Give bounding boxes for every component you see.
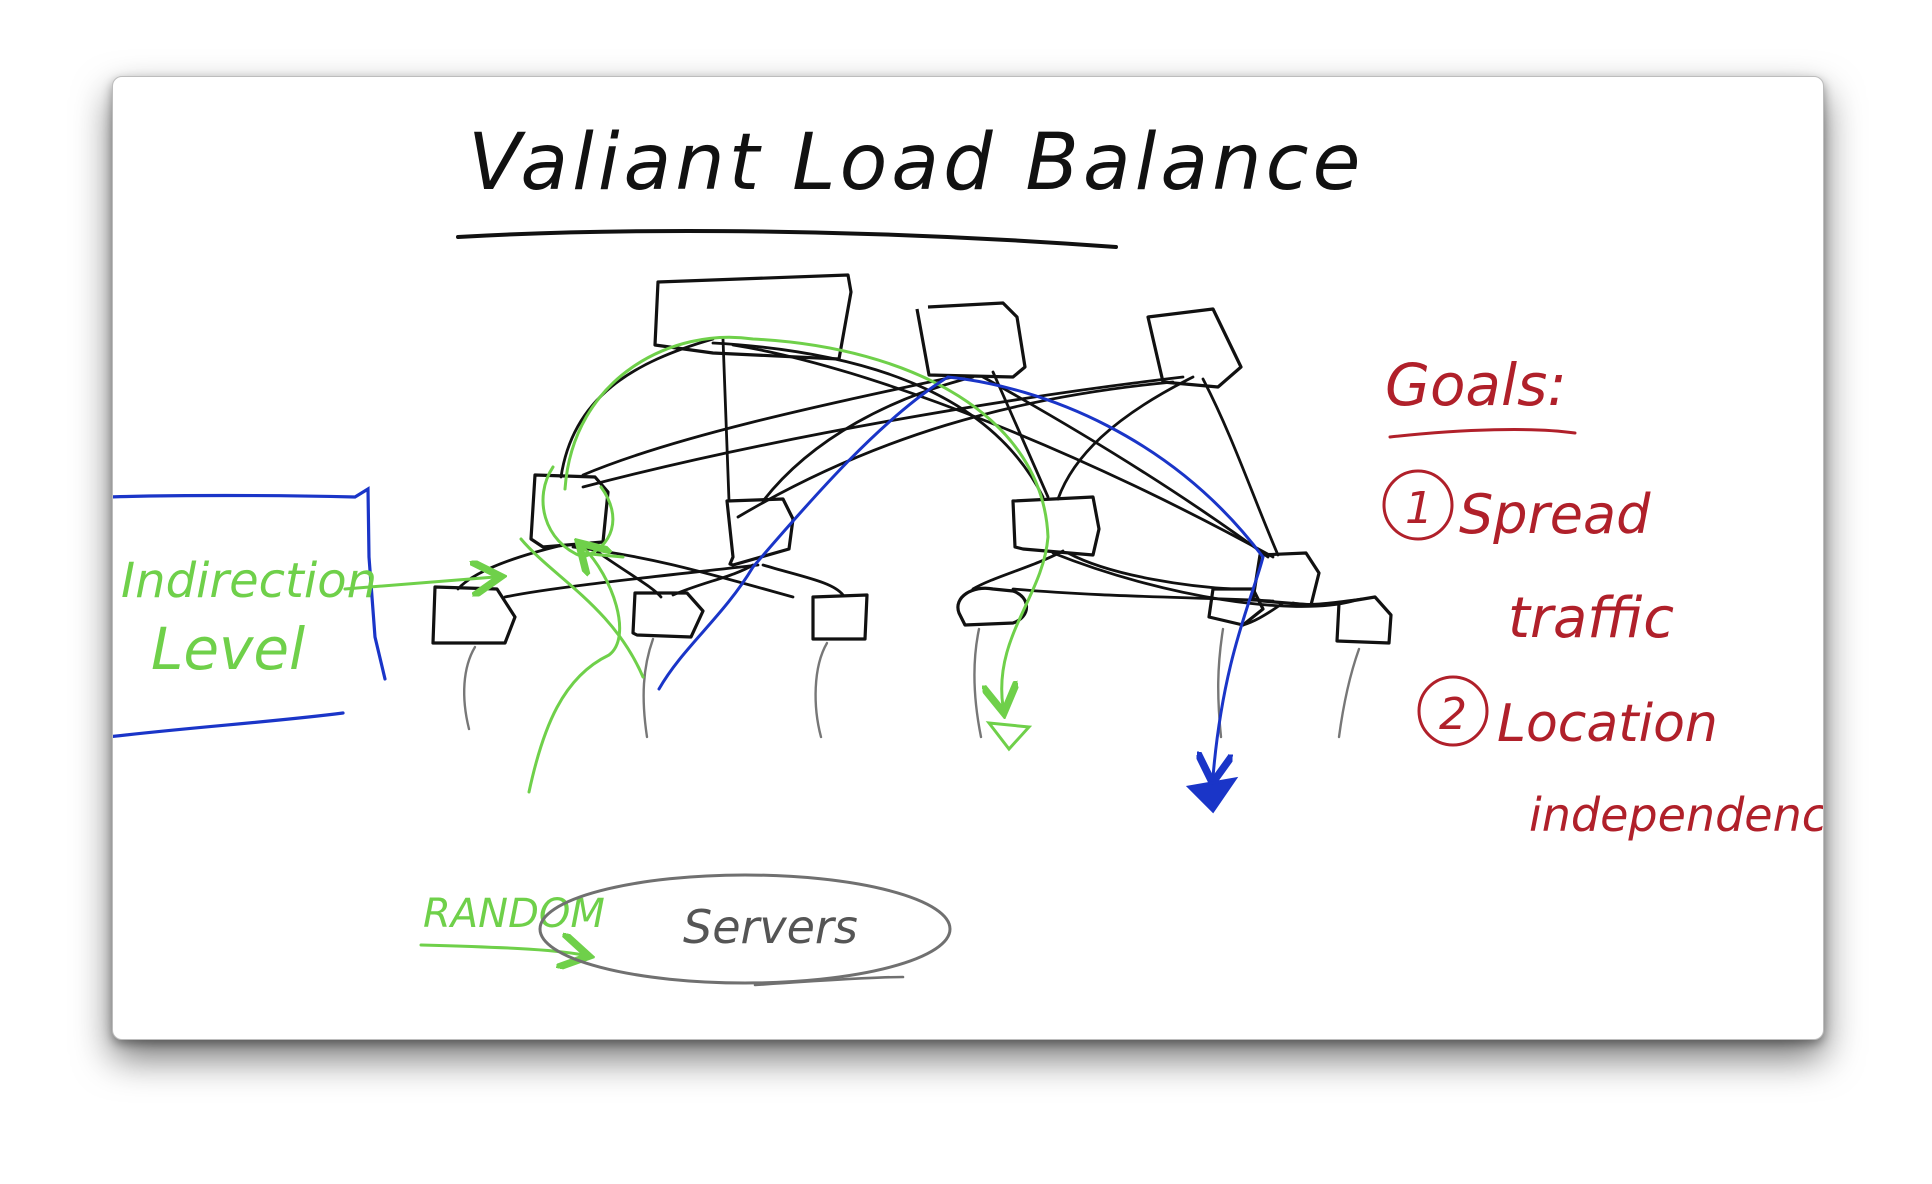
- server-links: [463, 627, 1361, 739]
- link: [581, 375, 955, 477]
- link: [1011, 587, 1275, 603]
- blue-route: [657, 375, 1265, 777]
- top-tier-switches: [653, 273, 1243, 389]
- green-route: [563, 335, 1050, 707]
- goal-2-number: 2: [1439, 689, 1467, 740]
- blue-traffic-path: [657, 375, 1265, 814]
- servers-label: Servers: [683, 900, 858, 954]
- goal-1-line2: traffic: [1508, 586, 1674, 651]
- indirection-label-line1: Indirection: [121, 553, 377, 609]
- link: [971, 549, 1065, 591]
- indirection-label-line2: Level: [151, 615, 305, 683]
- core-switch-3: [1146, 307, 1243, 389]
- green-route: [519, 537, 645, 679]
- indirection-bracket: [113, 486, 387, 739]
- goal-1-number-circle: [1382, 469, 1454, 541]
- server-line: [642, 637, 655, 739]
- goals-heading: Goals:: [1385, 351, 1567, 419]
- server-line: [463, 645, 477, 731]
- goal-2-line1: Location: [1497, 694, 1718, 754]
- link: [721, 337, 731, 503]
- tor-switch-6: [1335, 595, 1393, 645]
- title: Valiant Load Balance: [468, 118, 1365, 208]
- agg-switch-2: [725, 497, 795, 567]
- link: [1066, 551, 1235, 591]
- tor-switch-3: [811, 593, 869, 641]
- servers-ellipse: [538, 873, 952, 985]
- link: [731, 343, 1275, 559]
- blue-endpoint-triangle: [1185, 776, 1239, 814]
- server-line: [973, 627, 983, 739]
- agg-switch-3: [1011, 495, 1101, 557]
- link: [456, 543, 565, 591]
- green-ribbon: [577, 551, 625, 559]
- link: [1056, 375, 1195, 501]
- agg-switch-1: [529, 473, 610, 549]
- goals-underline: [1388, 428, 1577, 439]
- link: [711, 341, 1045, 499]
- goal-2-number-circle: [1417, 675, 1489, 747]
- tor-switch-4: [956, 586, 1029, 627]
- core-switch-2: [915, 301, 1027, 379]
- core-switch-1: [653, 273, 853, 361]
- link: [503, 563, 760, 599]
- interconnect-links: [456, 337, 1365, 627]
- servers-underline: [753, 975, 905, 987]
- link: [671, 563, 755, 597]
- link: [981, 375, 1270, 559]
- tor-switches: [431, 585, 1393, 645]
- goal-1-line1: Spread: [1459, 483, 1651, 546]
- tor-switch-2: [631, 591, 705, 639]
- link: [1201, 377, 1280, 557]
- server-line: [814, 641, 829, 739]
- link: [559, 337, 715, 479]
- goal-2-line2: independence: [1529, 788, 1823, 842]
- green-random-arrow: [527, 547, 622, 794]
- link: [1291, 597, 1365, 606]
- indirection-arrow: [343, 577, 495, 589]
- server-line: [1337, 647, 1361, 739]
- link: [736, 380, 1175, 519]
- tor-switch-1: [431, 585, 517, 645]
- goal-1-number: 1: [1405, 483, 1433, 534]
- random-underline: [419, 945, 583, 955]
- green-traffic-path: [519, 335, 1050, 794]
- link: [991, 370, 1050, 499]
- link: [1241, 601, 1285, 627]
- diagram-canvas: Valiant Load Balance: [113, 118, 1823, 987]
- link: [761, 563, 845, 597]
- green-endpoint-triangle: [985, 721, 1033, 752]
- title-underline: [456, 229, 1118, 249]
- whiteboard: Valiant Load Balance: [112, 76, 1824, 1040]
